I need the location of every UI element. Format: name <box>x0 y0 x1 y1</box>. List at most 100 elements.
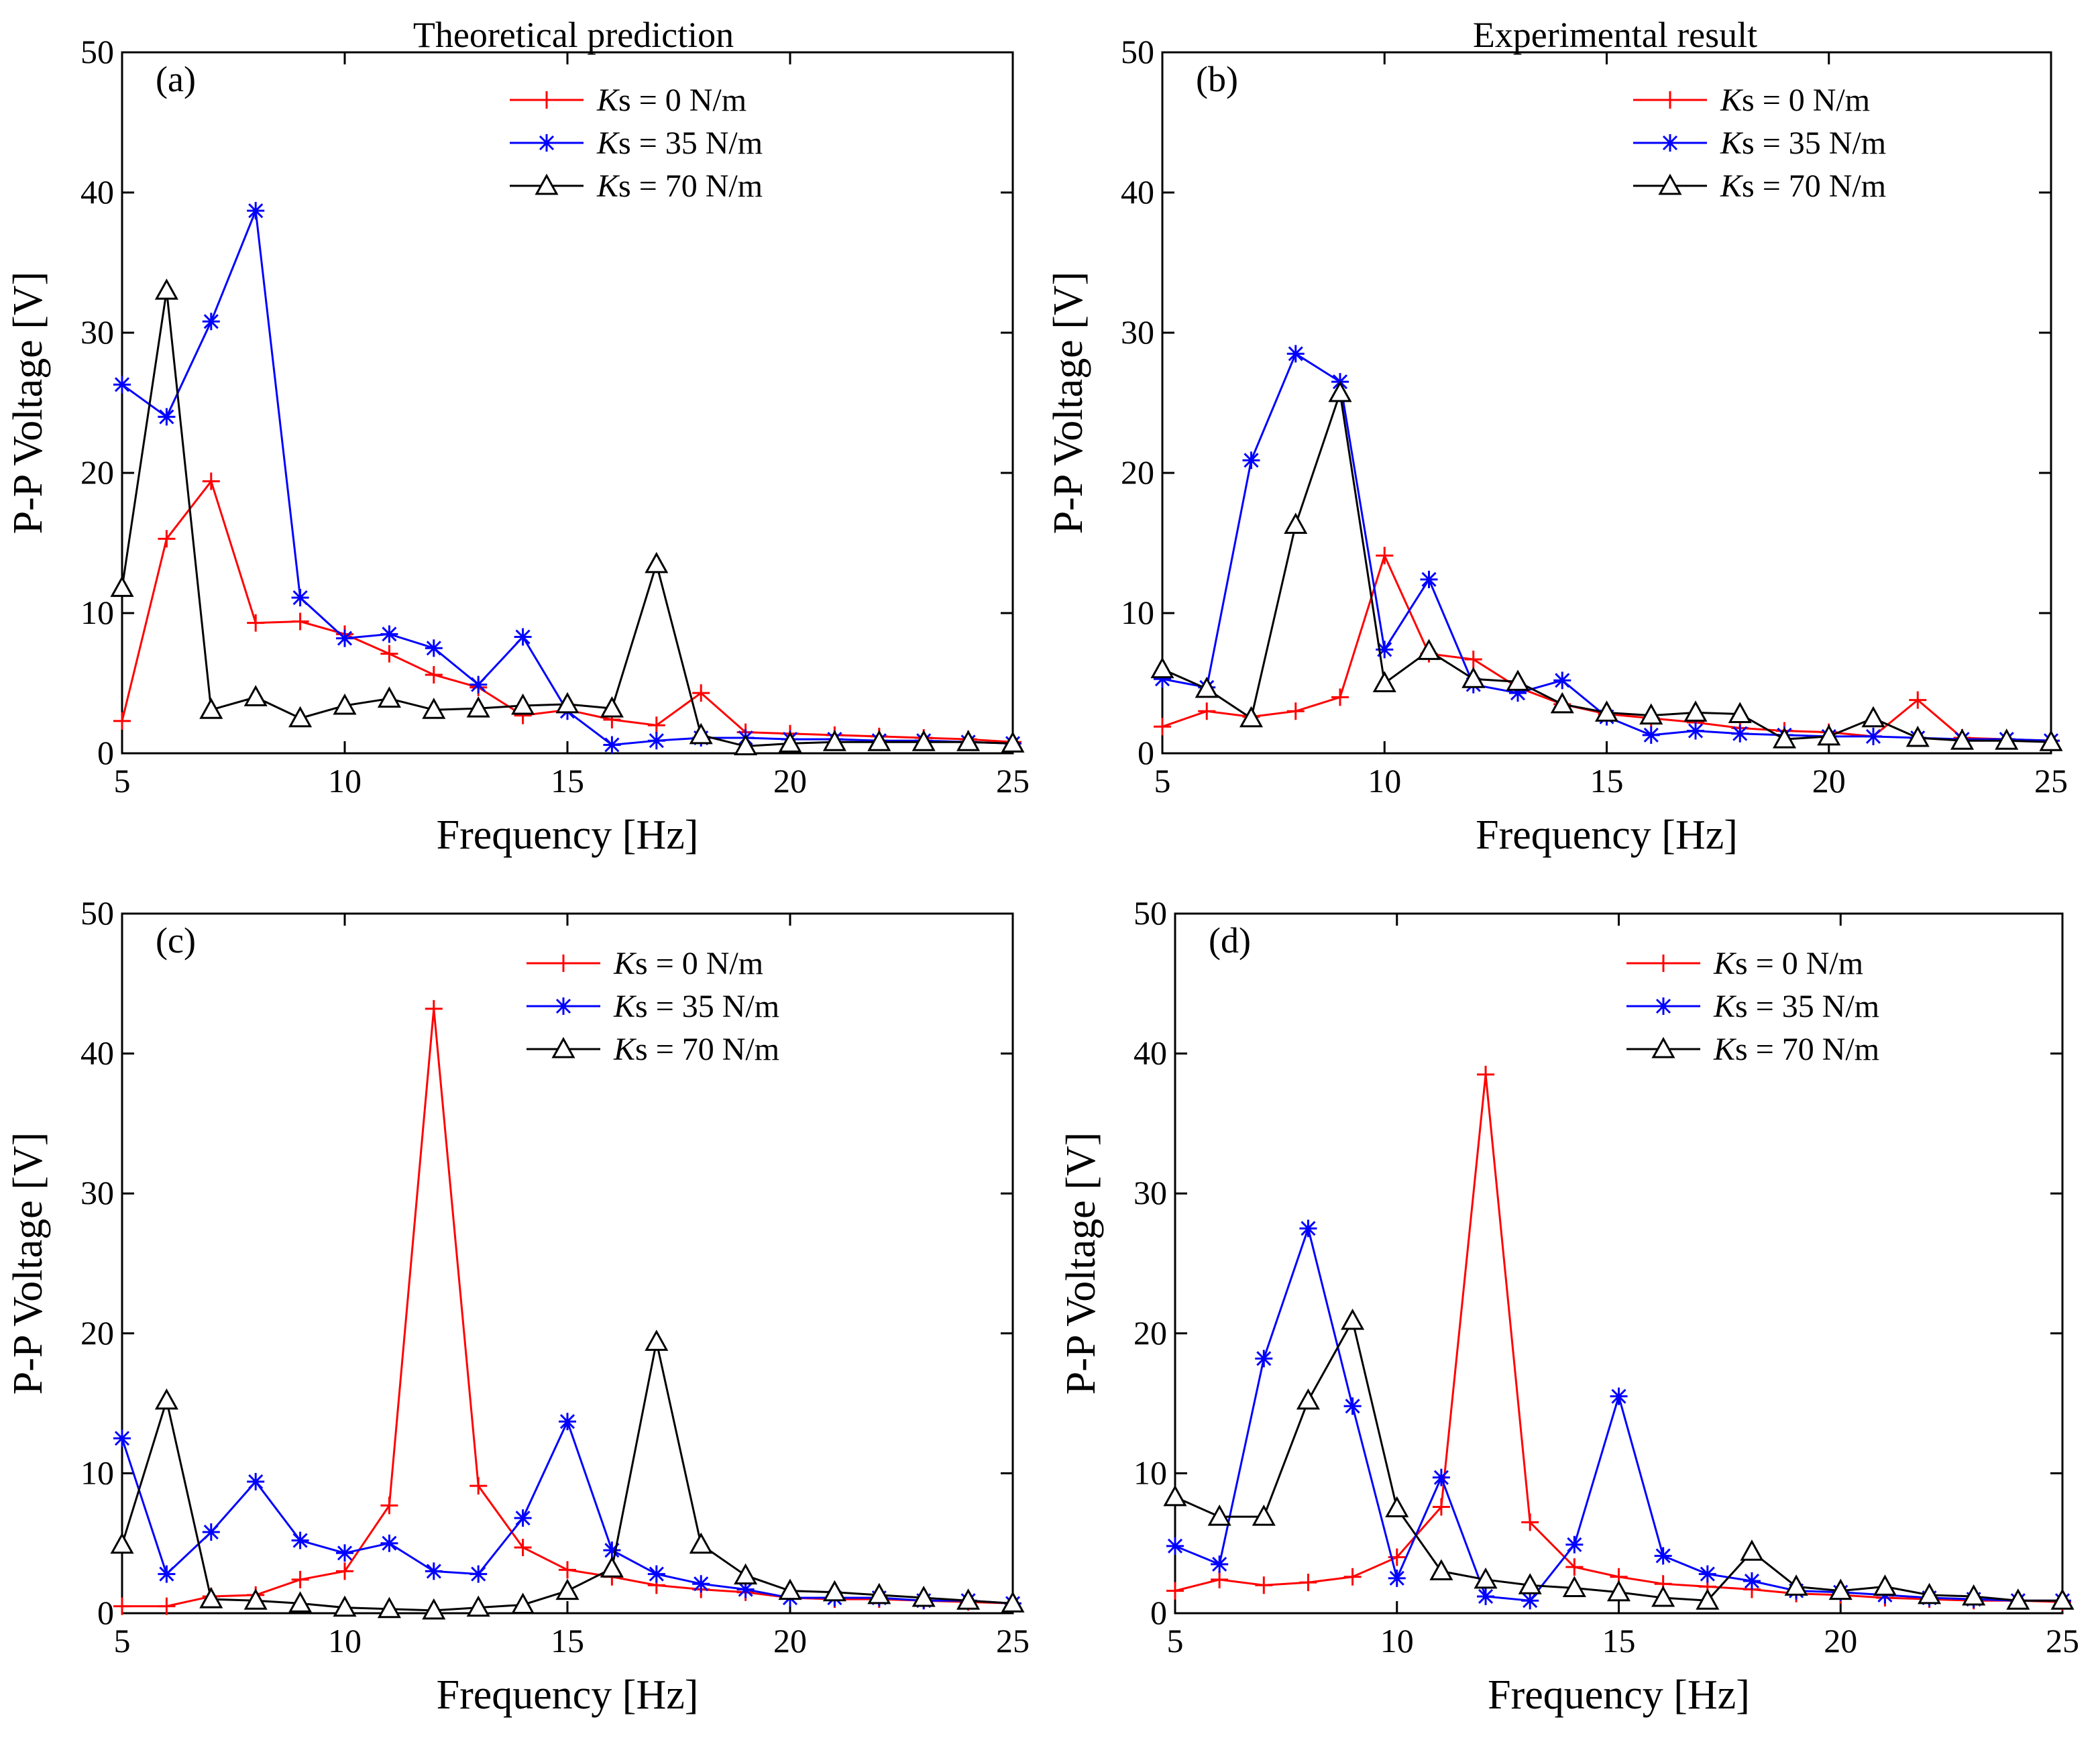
legend-item: Ks = 35 N/m <box>1626 989 1879 1024</box>
legend-label: Ks = 0 N/m <box>596 83 747 118</box>
data-point <box>1873 1574 1897 1596</box>
legend-rest: s = 35 N/m <box>618 125 763 161</box>
series-line <box>1162 352 2052 742</box>
data-point <box>380 645 398 663</box>
panel-label: (c) <box>156 920 196 961</box>
legend-var: K <box>1713 989 1737 1024</box>
data-point <box>1784 1574 1808 1596</box>
x-tick-label: 10 <box>328 1622 362 1659</box>
data-point <box>1553 671 1571 690</box>
data-point <box>689 722 713 745</box>
data-point <box>1343 1397 1362 1415</box>
data-point <box>1639 703 1663 725</box>
x-tick-label: 15 <box>551 1622 584 1659</box>
legend-marker <box>555 955 572 972</box>
legend-item: Ks = 70 N/m <box>1633 168 1886 204</box>
data-point <box>1163 1484 1187 1507</box>
data-point <box>1728 702 1752 723</box>
data-point <box>1521 1513 1539 1531</box>
data-point <box>1905 725 1930 747</box>
data-point <box>1740 1539 1764 1561</box>
legend-item: Ks = 0 N/m <box>510 83 747 118</box>
y-tick-label: 10 <box>80 594 114 631</box>
data-point <box>425 639 443 657</box>
data-point <box>1299 1219 1317 1238</box>
data-point <box>425 665 443 684</box>
legend-label: Ks = 0 N/m <box>1720 83 1870 118</box>
data-point <box>247 614 265 632</box>
legend-rest: s = 35 N/m <box>635 989 779 1024</box>
legend-marker <box>1651 1036 1675 1058</box>
legend-rest: s = 0 N/m <box>1742 83 1870 118</box>
data-point <box>956 730 981 751</box>
legend-label: Ks = 0 N/m <box>1713 946 1863 981</box>
legend-item: Ks = 0 N/m <box>1626 946 1863 981</box>
series-line <box>1174 1074 2063 1603</box>
y-axis-label: P-P Voltage [V] <box>1046 272 1091 535</box>
y-tick-label: 10 <box>80 1454 114 1491</box>
data-point <box>692 1575 710 1593</box>
y-axis-label: P-P Voltage [V] <box>1058 1132 1104 1395</box>
data-point <box>1506 669 1530 691</box>
data-point <box>1610 1387 1628 1405</box>
data-point <box>199 1587 223 1609</box>
legend-rest: s = 35 N/m <box>1742 125 1886 161</box>
data-point <box>377 686 401 708</box>
x-tick-label: 20 <box>1812 762 1846 800</box>
legend: Ks = 0 N/mKs = 35 N/m Ks = 70 N/m <box>1633 83 1886 204</box>
data-point <box>1550 692 1574 714</box>
data-point <box>1429 1559 1453 1580</box>
data-point <box>1865 727 1882 745</box>
legend-label: Ks = 35 N/m <box>1713 989 1879 1024</box>
legend-marker <box>1655 955 1672 972</box>
data-point <box>380 1496 398 1515</box>
series-ks-70 <box>110 278 1025 756</box>
data-point <box>243 1588 268 1610</box>
legend-rest: s = 70 N/m <box>635 1032 779 1067</box>
y-axis-label: P-P Voltage [V] <box>5 272 51 535</box>
data-point <box>158 1565 176 1583</box>
panel-label: (a) <box>156 59 196 99</box>
data-point <box>1654 1547 1672 1565</box>
data-point <box>1950 728 1975 750</box>
data-point <box>158 1597 176 1615</box>
legend-marker <box>535 173 559 195</box>
legend-var: K <box>1720 83 1744 118</box>
data-point <box>1743 1572 1761 1590</box>
legend-item: Ks = 0 N/m <box>1633 83 1870 118</box>
data-point <box>1242 451 1260 470</box>
legend-var: K <box>1713 1032 1737 1067</box>
data-point <box>1195 676 1219 698</box>
x-tick-label: 15 <box>1602 1622 1636 1659</box>
legend-rest: s = 0 N/m <box>635 946 763 981</box>
data-point <box>647 1565 665 1583</box>
data-point <box>1255 1576 1273 1594</box>
legend-marker <box>551 1036 575 1058</box>
data-point <box>778 1578 802 1600</box>
data-point <box>1432 1468 1450 1486</box>
data-point <box>867 730 891 751</box>
data-point <box>511 1592 535 1614</box>
series-ks-0 <box>113 999 1021 1615</box>
data-point <box>380 625 398 643</box>
y-tick-label: 20 <box>1121 453 1154 491</box>
data-point <box>291 1531 309 1549</box>
legend-rest: s = 0 N/m <box>1735 946 1863 981</box>
legend-rest: s = 70 N/m <box>1742 168 1886 204</box>
legend-var: K <box>613 1032 637 1067</box>
legend-label: Ks = 35 N/m <box>613 989 779 1024</box>
data-point <box>469 1477 488 1495</box>
data-point <box>559 1413 576 1431</box>
data-point <box>1255 1350 1273 1368</box>
legend-item: Ks = 35 N/m <box>510 125 763 161</box>
data-point <box>1565 1558 1584 1576</box>
data-point <box>1417 639 1441 660</box>
data-point <box>603 736 621 754</box>
data-point <box>1651 1585 1675 1607</box>
data-point <box>956 1588 981 1610</box>
series-ks-70 <box>110 1329 1025 1620</box>
data-point <box>600 696 624 718</box>
data-point <box>1001 731 1025 753</box>
legend-label: Ks = 70 N/m <box>613 1032 779 1067</box>
